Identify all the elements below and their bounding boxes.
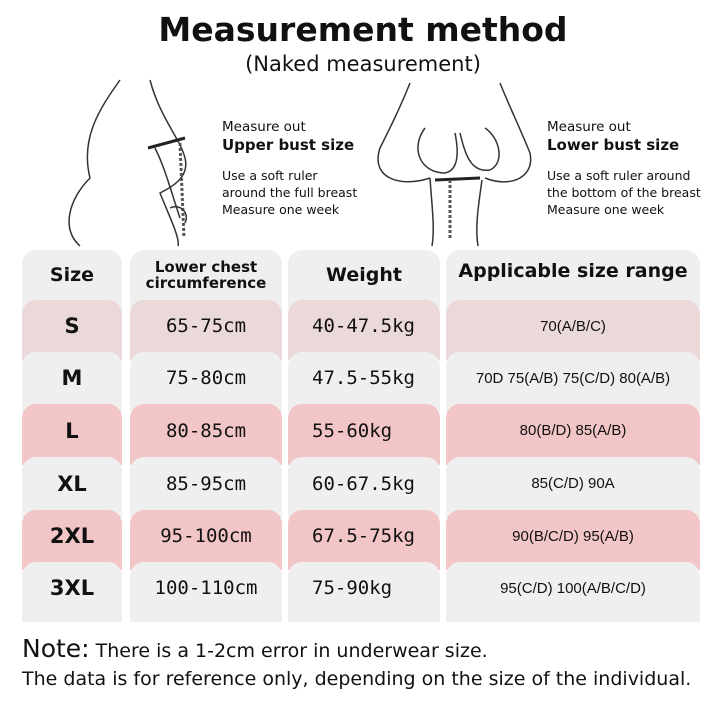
note-label: Note: xyxy=(22,634,90,663)
right-instruction-title: Lower bust size xyxy=(547,136,680,154)
cell-size: M xyxy=(22,352,122,412)
cell-chest: 80-85cm xyxy=(130,404,282,465)
left-instruction-title: Upper bust size xyxy=(222,136,355,154)
header-size: Size xyxy=(22,250,122,308)
right-instruction-line4: the bottom of the breast xyxy=(547,185,701,200)
header-range: Applicable size range xyxy=(446,250,700,308)
cell-range: 85(C/D) 90A xyxy=(446,457,700,518)
left-instruction-line1: Measure out xyxy=(222,119,306,135)
right-instruction-line5: Measure one week xyxy=(547,202,665,217)
note-line2: The data is for reference only, dependin… xyxy=(22,668,692,690)
left-instruction-line5: Measure one week xyxy=(222,202,340,217)
cell-chest: 85-95cm xyxy=(130,457,282,518)
cell-chest: 65-75cm xyxy=(130,300,282,360)
cell-range: 70D 75(A/B) 75(C/D) 80(A/B) xyxy=(446,352,700,412)
cell-weight: 55-60kg xyxy=(288,404,440,465)
right-instruction-line1: Measure out xyxy=(547,119,631,135)
cell-size: XL xyxy=(22,457,122,518)
cell-range: 90(B/C/D) 95(A/B) xyxy=(446,510,700,570)
right-instruction-line3: Use a soft ruler around xyxy=(547,168,691,183)
page-subtitle: (Naked measurement) xyxy=(245,52,481,76)
page-title: Measurement method xyxy=(158,10,568,49)
cell-range: 95(C/D) 100(A/B/C/D) xyxy=(446,562,700,622)
upper-bust-illustration xyxy=(68,79,187,247)
cell-weight: 47.5-55kg xyxy=(288,352,440,412)
cell-range: 70(A/B/C) xyxy=(446,300,700,360)
note-text: There is a 1-2cm error in underwear size… xyxy=(89,640,488,662)
left-instruction-line4: around the full breast xyxy=(222,185,358,200)
cell-chest: 95-100cm xyxy=(130,510,282,570)
cell-chest: 100-110cm xyxy=(130,562,282,622)
header-weight: Weight xyxy=(288,250,440,308)
left-instruction-line3: Use a soft ruler xyxy=(222,168,318,183)
header-chest: Lower chest circumference xyxy=(130,250,282,308)
cell-weight: 40-47.5kg xyxy=(288,300,440,360)
cell-size: L xyxy=(22,404,122,465)
cell-weight: 60-67.5kg xyxy=(288,457,440,518)
cell-weight: 75-90kg xyxy=(288,562,440,622)
cell-size: S xyxy=(22,300,122,360)
note-line1: Note: There is a 1-2cm error in underwea… xyxy=(22,634,488,663)
lower-bust-illustration xyxy=(377,82,532,247)
cell-chest: 75-80cm xyxy=(130,352,282,412)
cell-weight: 67.5-75kg xyxy=(288,510,440,570)
cell-size: 3XL xyxy=(22,562,122,622)
cell-size: 2XL xyxy=(22,510,122,570)
cell-range: 80(B/D) 85(A/B) xyxy=(446,404,700,465)
